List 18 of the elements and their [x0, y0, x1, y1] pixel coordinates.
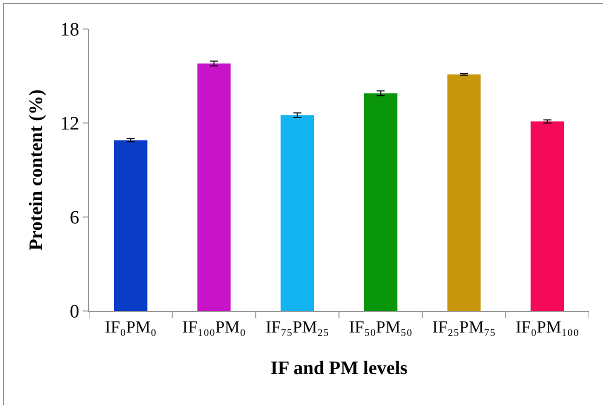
y-tick-label: 6 — [70, 208, 80, 229]
x-tick-label: IF₀PM₀ — [104, 317, 157, 336]
y-tick-label: 18 — [60, 20, 80, 41]
x-tick-label: IF₀PM₁₀₀ — [516, 317, 580, 336]
bar — [280, 115, 314, 311]
bar — [530, 121, 564, 311]
bar — [447, 74, 481, 311]
y-tick-label: 0 — [70, 302, 80, 323]
x-tick-label: IF₇₅PM₂₅ — [266, 317, 330, 336]
x-tick-label: IF₅₀PM₅₀ — [348, 317, 412, 336]
y-tick-label: 12 — [60, 114, 80, 135]
bar — [114, 140, 148, 311]
x-tick-label: IF₂₅PM₇₅ — [432, 317, 496, 336]
bar — [364, 93, 398, 311]
x-tick-label: IF₁₀₀PM₀ — [182, 317, 246, 336]
y-axis-title: Protein content (%) — [26, 89, 48, 251]
bar — [197, 63, 231, 311]
x-axis-title: IF and PM levels — [270, 358, 408, 380]
